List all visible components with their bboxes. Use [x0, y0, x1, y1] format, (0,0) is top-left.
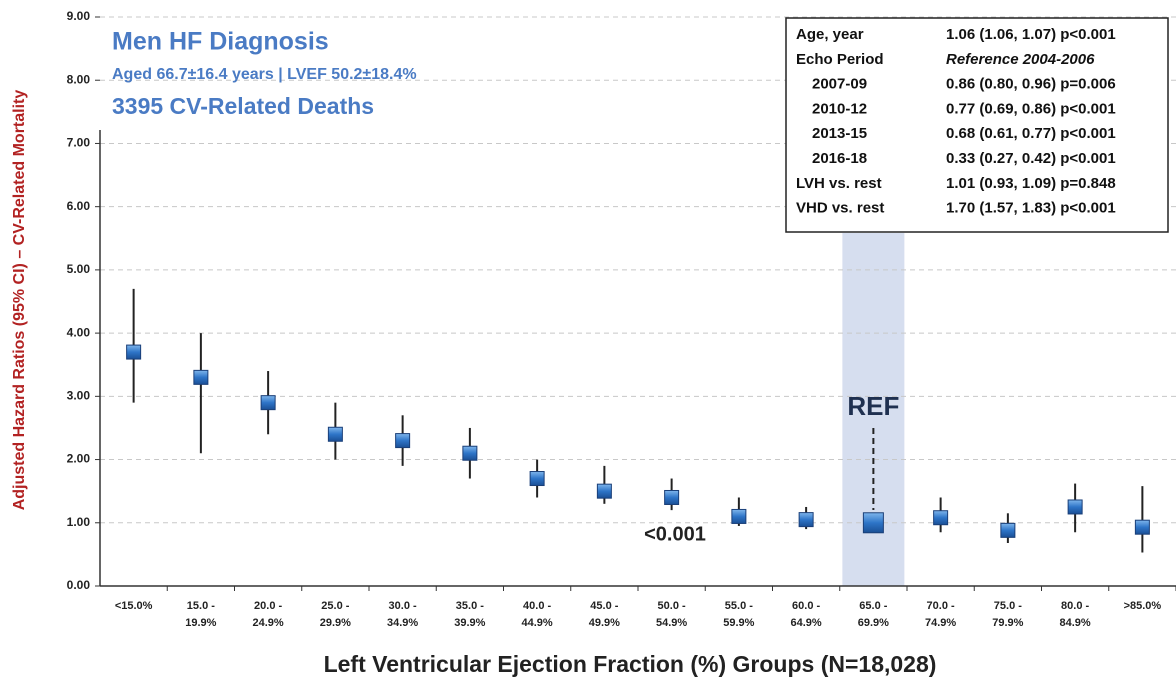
y-tick-label: 0.00: [67, 578, 91, 592]
x-tick-label: <15.0%: [115, 600, 153, 612]
x-tick-label: 39.9%: [454, 617, 485, 629]
x-tick-label: >85.0%: [1124, 600, 1162, 612]
table-box: [785, 17, 1169, 233]
x-tick-label: 15.0 -: [187, 600, 215, 612]
x-tick-label: 25.0 -: [321, 600, 349, 612]
point-marker: [529, 471, 545, 487]
y-tick-label: 4.00: [67, 325, 91, 339]
point-marker: [260, 395, 276, 411]
x-tick-label: 45.0 -: [590, 600, 618, 612]
table-value: 1.06 (1.06, 1.07) p<0.001: [946, 26, 1116, 43]
chart-title: Men HF Diagnosis: [112, 28, 329, 56]
x-tick-label: 74.9%: [925, 617, 956, 629]
x-tick-label: 75.0 -: [994, 600, 1022, 612]
p-value-label: <0.001: [644, 523, 706, 545]
point-marker: [862, 512, 884, 534]
x-tick-label: 70.0 -: [927, 600, 955, 612]
point-marker: [462, 445, 478, 461]
x-tick-label: 50.0 -: [658, 600, 686, 612]
point-marker: [1067, 499, 1083, 515]
chart-subtitle: 3395 CV-Related Deaths: [112, 93, 374, 119]
x-tick-label: 59.9%: [723, 617, 754, 629]
x-tick-label: 35.0 -: [456, 600, 484, 612]
table-label: LVH vs. rest: [796, 175, 882, 192]
x-tick-label: 79.9%: [992, 617, 1023, 629]
x-axis-label: Left Ventricular Ejection Fraction (%) G…: [324, 651, 937, 677]
x-tick-label: 29.9%: [320, 617, 351, 629]
x-tick-label: 49.9%: [589, 617, 620, 629]
plot-layer: REF <0.001: [126, 288, 1150, 553]
table-value: 1.01 (0.93, 1.09) p=0.848: [946, 175, 1116, 192]
y-axis-label: Adjusted Hazard Ratios (95% CI) – CV-Rel…: [11, 90, 28, 511]
x-tick-label: 40.0 -: [523, 600, 551, 612]
table-value: 1.70 (1.57, 1.83) p<0.001: [946, 200, 1116, 217]
stats-table: Age, year 1.06 (1.06, 1.07) p<0.001 Echo P…: [785, 17, 1169, 233]
y-tick-label: 6.00: [67, 199, 91, 213]
x-tick-label: 30.0 -: [389, 600, 417, 612]
point-marker: [395, 433, 411, 449]
x-tick-label: 20.0 -: [254, 600, 282, 612]
point-marker: [596, 483, 612, 499]
y-tick-label: 7.00: [67, 136, 91, 150]
table-label: 2016-18: [812, 150, 867, 167]
point-marker: [327, 426, 343, 442]
x-tick-label: 24.9%: [253, 617, 284, 629]
table-label: Echo Period: [796, 51, 884, 68]
point-marker: [193, 369, 209, 385]
x-tick-label: 60.0 -: [792, 600, 820, 612]
y-tick-label: 2.00: [67, 452, 91, 466]
y-tick-label: 8.00: [67, 72, 91, 86]
x-tick-label: 84.9%: [1060, 617, 1091, 629]
point-marker: [1134, 519, 1150, 535]
point-marker: [1000, 522, 1016, 538]
table-label: 2010-12: [812, 100, 867, 117]
table-value: 0.77 (0.69, 0.86) p<0.001: [946, 100, 1116, 117]
y-tick-label: 9.00: [67, 9, 91, 23]
y-tick-label: 5.00: [67, 262, 91, 276]
y-tick-label: 1.00: [67, 515, 91, 529]
point-marker: [731, 508, 747, 524]
x-tick-label: 64.9%: [791, 617, 822, 629]
table-value: 0.68 (0.61, 0.77) p<0.001: [946, 125, 1116, 142]
table-label: 2007-09: [812, 76, 867, 93]
table-value: 0.33 (0.27, 0.42) p<0.001: [946, 150, 1116, 167]
point-marker: [798, 512, 814, 528]
table-value: Reference 2004-2006: [946, 51, 1095, 68]
x-tick-label: 80.0 -: [1061, 600, 1089, 612]
table-value: 0.86 (0.80, 0.96) p=0.006: [946, 76, 1116, 93]
table-label: 2013-15: [812, 125, 867, 142]
x-tick-label: 65.0 -: [859, 600, 887, 612]
chart-subtitle: Aged 66.7±16.4 years | LVEF 50.2±18.4%: [112, 66, 417, 83]
table-label: Age, year: [796, 26, 864, 43]
x-tick-label: 55.0 -: [725, 600, 753, 612]
x-tick-label: 34.9%: [387, 617, 418, 629]
point-marker: [126, 344, 142, 360]
x-tick-label: 19.9%: [185, 617, 216, 629]
x-tick-label: 69.9%: [858, 617, 889, 629]
point-marker: [664, 489, 680, 505]
x-tick-label: 54.9%: [656, 617, 687, 629]
point-marker: [933, 510, 949, 526]
grid-layer: 0.00 1.00 2.00 3.00 4.00 5.00 6.00 7.00 8.00 9.00…: [67, 9, 1176, 629]
table-label: VHD vs. rest: [796, 200, 884, 217]
x-tick-label: 44.9%: [522, 617, 553, 629]
reference-label: REF: [847, 391, 899, 421]
y-tick-label: 3.00: [67, 389, 91, 403]
